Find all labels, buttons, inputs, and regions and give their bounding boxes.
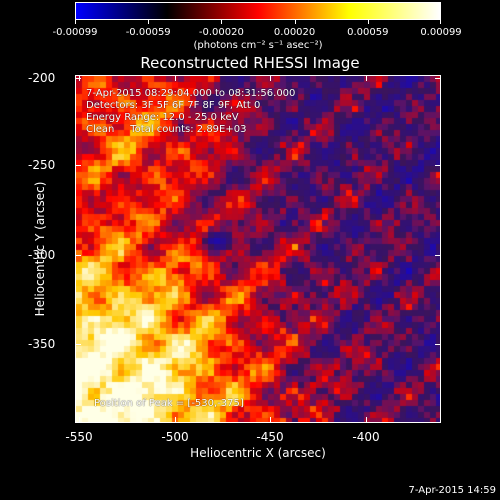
y-axis-tick (435, 344, 441, 345)
y-axis-title: Heliocentric Y (arcsec) (33, 181, 47, 317)
x-axis-tick (366, 417, 367, 423)
colorbar-units: (photons cm⁻² s⁻¹ asec⁻²) (193, 40, 323, 51)
colorbar-tick (367, 20, 369, 24)
y-axis-tick (75, 255, 81, 256)
colorbar-tick (440, 20, 441, 24)
detectors-text: Detectors: 3F 5F 6F 7F 8F 9F, Att 0 (86, 100, 261, 111)
x-axis-tick (270, 417, 271, 423)
x-axis-tick (270, 75, 271, 81)
clean-counts-text: Clean Total counts: 2.89E+03 (86, 124, 247, 135)
colorbar-tick (221, 20, 223, 24)
time-range-text: 7-Apr-2015 08:29:04.000 to 08:31:56.000 (86, 88, 296, 99)
colorbar-tick-label: -0.00059 (125, 27, 171, 38)
x-axis-tick (366, 75, 367, 81)
y-tick-label: -300 (28, 248, 56, 262)
colorbar (75, 2, 441, 20)
y-axis-tick (75, 165, 81, 166)
colorbar-tick-label: 0.00059 (347, 27, 389, 38)
colorbar-tick-label: -0.00099 (52, 27, 98, 38)
y-axis-tick (435, 165, 441, 166)
x-tick-label: -450 (256, 430, 284, 444)
y-axis-tick (435, 78, 441, 79)
x-tick-label: -400 (352, 430, 380, 444)
energy-range-text: Energy Range: 12.0 - 25.0 keV (86, 112, 239, 123)
x-axis-tick (79, 417, 80, 423)
colorbar-tick (75, 20, 76, 24)
x-tick-label: -550 (65, 430, 93, 444)
colorbar-tick-label: 0.00099 (420, 27, 462, 38)
y-tick-label: -250 (28, 158, 56, 172)
colorbar-tick-label: 0.00020 (273, 27, 316, 38)
x-axis-tick (175, 75, 176, 81)
image-title: Reconstructed RHESSI Image (140, 54, 360, 72)
colorbar-tick (294, 20, 296, 24)
y-axis-tick (435, 255, 441, 256)
plot-timestamp: 7-Apr-2015 14:59 (408, 485, 496, 496)
y-tick-label: -200 (28, 71, 56, 85)
rhessi-image-plot: 7-Apr-2015 08:29:04.000 to 08:31:56.000 … (75, 75, 441, 423)
peak-position-text: Position of Peak = [-530,-375] (94, 398, 244, 409)
y-axis-tick (75, 344, 81, 345)
y-tick-label: -350 (28, 337, 56, 351)
rhessi-image-canvas (76, 76, 440, 422)
x-tick-label: -500 (161, 430, 189, 444)
x-axis-tick (175, 417, 176, 423)
y-axis-tick (75, 78, 81, 79)
x-axis-title: Heliocentric X (arcsec) (190, 446, 326, 460)
colorbar-tick (148, 20, 150, 24)
colorbar-tick-label: -0.00020 (198, 27, 244, 38)
